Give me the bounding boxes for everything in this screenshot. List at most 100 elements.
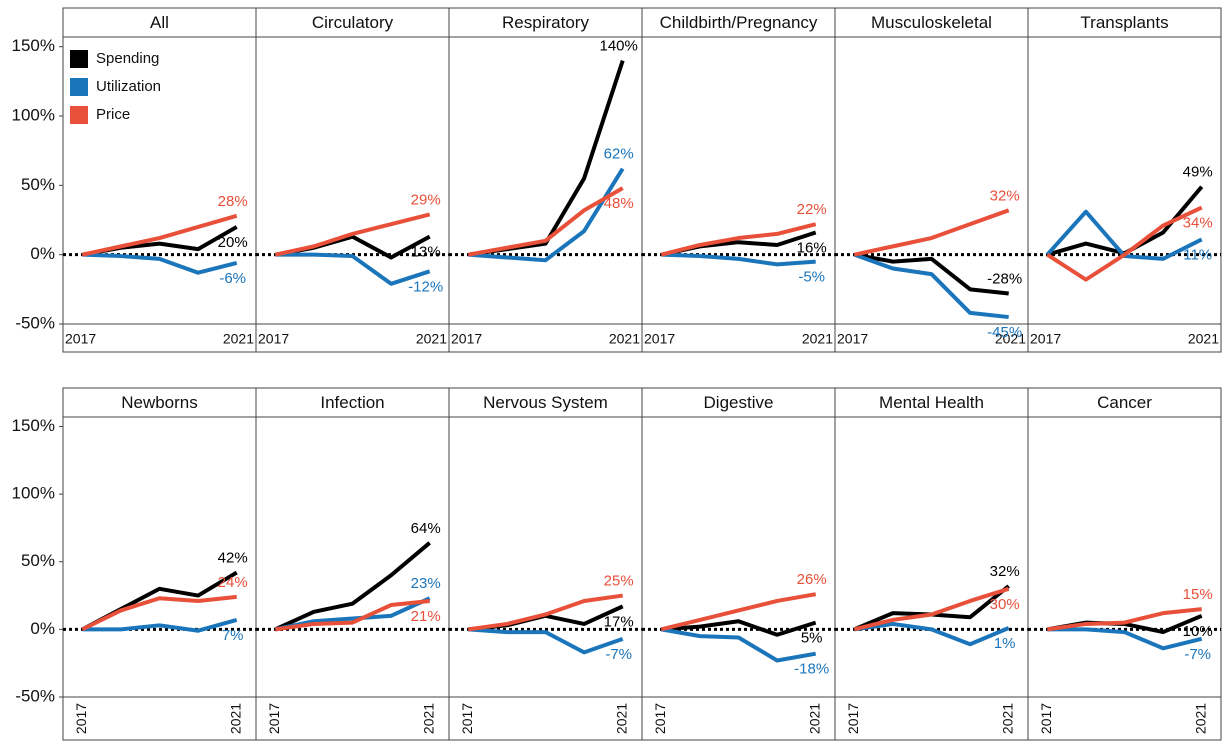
x-tick-label: 2021 [802, 331, 833, 347]
x-tick-label: 2017 [258, 331, 289, 347]
x-tick-label: 2017 [845, 703, 861, 734]
value-label: 64% [411, 520, 441, 537]
panel-frame [641, 36, 836, 353]
value-label: 20% [218, 234, 248, 251]
y-tick-label: 0% [30, 244, 55, 263]
panel-header [1027, 387, 1222, 418]
y-tick-label: 150% [12, 36, 55, 55]
y-tick-label: 150% [12, 416, 55, 435]
panel-title: Respiratory [502, 13, 589, 32]
x-tick-label: 2017 [451, 331, 482, 347]
y-tick-label: -50% [15, 686, 55, 705]
x-tick-label: 2021 [1188, 331, 1219, 347]
series-line [853, 252, 1009, 296]
x-tick-label: 2017 [652, 703, 668, 734]
series-line [660, 222, 817, 257]
panel-title: Nervous System [483, 393, 608, 412]
panel-title: Cancer [1097, 393, 1152, 412]
series-line [660, 627, 817, 663]
series-line [853, 208, 1010, 257]
x-tick-label: 2021 [995, 331, 1026, 347]
value-label: 5% [801, 630, 823, 647]
value-label: 25% [604, 573, 634, 590]
legend-label: Utilization [96, 78, 161, 95]
value-label: 24% [218, 574, 248, 591]
panel-title: Transplants [1080, 13, 1168, 32]
x-tick-label: 2021 [1192, 703, 1208, 734]
panel-header [448, 7, 643, 38]
value-label: 21% [411, 608, 441, 625]
x-tick-label: 2017 [1030, 331, 1061, 347]
value-label: 42% [218, 550, 248, 567]
series-line [468, 593, 623, 632]
x-tick-label: 2021 [227, 703, 243, 734]
value-label: -18% [794, 661, 829, 678]
series-line [81, 213, 238, 257]
value-label: 13% [411, 244, 441, 261]
panel-header [834, 387, 1029, 418]
x-tick-label: 2017 [459, 703, 475, 734]
panel-header [1027, 7, 1222, 38]
series-line [1046, 185, 1204, 257]
value-label: -5% [798, 269, 825, 286]
y-tick-label: 100% [12, 484, 55, 503]
series-line [660, 230, 817, 257]
panel-title: Digestive [704, 393, 774, 412]
value-label: 29% [411, 191, 441, 208]
value-label: 32% [990, 187, 1020, 204]
x-tick-label: 2021 [806, 703, 822, 734]
panel-header [641, 387, 836, 418]
value-label: -12% [408, 278, 443, 295]
value-label: -28% [987, 270, 1022, 287]
value-label: 22% [797, 201, 827, 218]
y-tick-label: 50% [21, 551, 55, 570]
x-tick-label: 2017 [837, 331, 868, 347]
value-label: -7% [605, 646, 632, 663]
series-line [275, 598, 430, 632]
value-label: -7% [1184, 646, 1211, 663]
x-tick-label: 2021 [609, 331, 640, 347]
series-line [275, 252, 431, 286]
series-line [1047, 607, 1202, 632]
y-tick-label: 100% [12, 106, 55, 125]
legend-swatch [70, 106, 88, 124]
value-label: 30% [990, 596, 1020, 613]
value-label: 62% [604, 146, 634, 163]
panel-title: Infection [320, 393, 384, 412]
x-tick-label: 2017 [65, 331, 96, 347]
value-label: 48% [604, 195, 634, 212]
value-label: 140% [600, 38, 638, 55]
series-line [82, 252, 238, 275]
value-label: 28% [218, 193, 248, 210]
value-label: 16% [797, 239, 827, 256]
value-label: 34% [1183, 215, 1213, 232]
series-line [853, 252, 1009, 320]
panel-title: Circulatory [312, 13, 394, 32]
panel-frame [1027, 416, 1222, 741]
panel-header [255, 387, 450, 418]
series-line [853, 586, 1010, 632]
series-line [1047, 627, 1203, 651]
panel-title: Mental Health [879, 393, 984, 412]
panel-title: Newborns [121, 393, 198, 412]
panel-title: All [150, 13, 169, 32]
value-label: 15% [1183, 586, 1213, 603]
panel-header [641, 7, 836, 38]
legend-label: Price [96, 106, 130, 123]
x-tick-label: 2021 [999, 703, 1015, 734]
series-line [661, 252, 816, 267]
x-tick-label: 2017 [644, 331, 675, 347]
y-tick-label: 0% [30, 619, 55, 638]
series-line [81, 594, 237, 632]
value-label: 10% [1183, 623, 1213, 640]
x-tick-label: 2021 [416, 331, 447, 347]
x-tick-label: 2017 [73, 703, 89, 734]
series-line [468, 167, 625, 263]
panel-header [834, 7, 1029, 38]
x-tick-label: 2021 [223, 331, 254, 347]
series-line [467, 186, 624, 257]
series-line [1046, 205, 1203, 282]
legend-swatch [70, 78, 88, 96]
value-label: 26% [797, 571, 827, 588]
